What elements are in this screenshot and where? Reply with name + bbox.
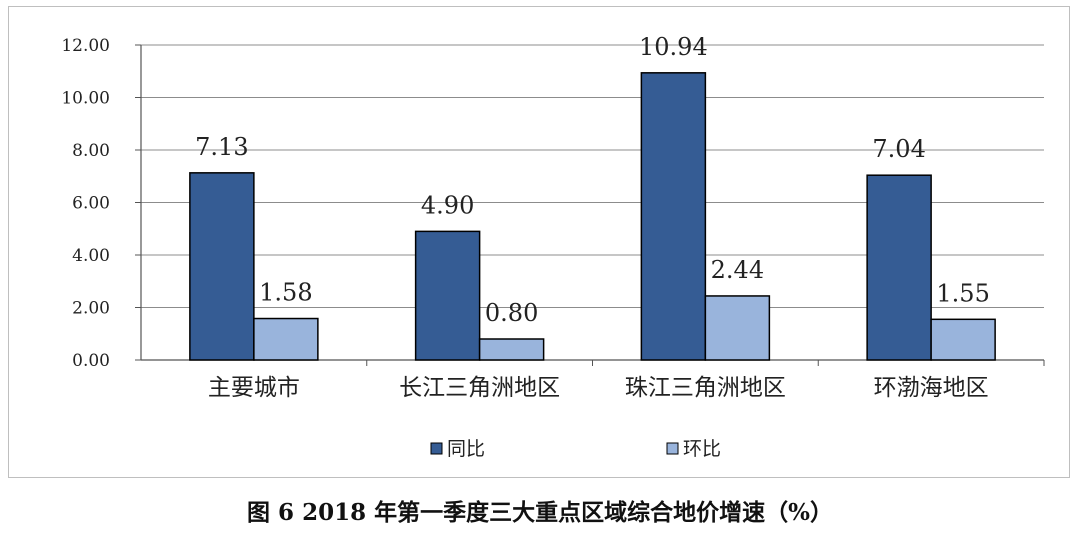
y-tick-label: 0.00 [72,351,110,371]
data-label: 1.58 [259,279,312,307]
bar-yoy [414,230,481,361]
bar-qoq [704,295,771,361]
data-label: 7.04 [872,135,925,163]
y-tick-label: 6.00 [72,194,110,214]
category-label: 长江三角洲地区 [399,375,560,401]
data-label: 2.44 [711,256,764,284]
y-tick-label: 8.00 [72,141,110,161]
legend-swatch [430,442,443,455]
data-label: 1.55 [936,279,989,307]
data-label: 4.90 [421,191,474,219]
legend-label: 同比 [447,438,485,460]
y-tick-label: 4.00 [72,246,110,266]
bar-qoq [930,318,996,361]
bar-qoq [253,317,319,361]
y-tick-label: 12.00 [61,36,110,56]
data-label: 7.13 [195,133,248,161]
bar-yoy [640,72,707,361]
figure-caption: 图 6 2018 年第一季度三大重点区域综合地价增速（%） [247,499,833,526]
category-label: 环渤海地区 [874,375,989,401]
legend-label: 环比 [683,438,721,460]
legend-swatch [666,442,679,455]
y-tick-label: 2.00 [72,299,110,319]
data-label: 10.94 [639,33,708,61]
y-tick-label: 10.00 [61,89,110,109]
data-label: 0.80 [485,299,538,327]
bar-qoq [478,338,545,361]
category-label: 主要城市 [208,375,300,401]
bar-yoy [866,174,932,361]
category-label: 珠江三角洲地区 [625,375,786,401]
bar-chart: 0.00 2.00 4.00 6.00 8.00 10.00 12.00 7.13 1.58 主要… [61,33,1045,460]
bar-yoy [189,172,255,361]
